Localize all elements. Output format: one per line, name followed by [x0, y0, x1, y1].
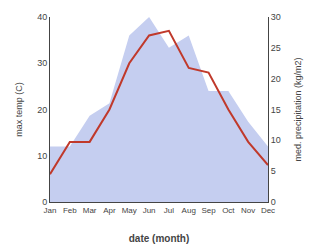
- svg-text:25: 25: [271, 43, 281, 53]
- svg-text:30: 30: [37, 58, 47, 68]
- svg-text:Jan: Jan: [44, 206, 57, 215]
- svg-text:Mar: Mar: [83, 206, 97, 215]
- svg-text:Feb: Feb: [63, 206, 77, 215]
- svg-text:Apr: Apr: [103, 206, 116, 215]
- svg-text:20: 20: [37, 105, 47, 115]
- svg-text:max temp (C): max temp (C): [14, 82, 24, 137]
- svg-text:15: 15: [271, 105, 281, 115]
- svg-text:40: 40: [37, 12, 47, 22]
- svg-text:0: 0: [42, 197, 47, 207]
- svg-text:30: 30: [271, 12, 281, 22]
- svg-text:Aug: Aug: [182, 206, 196, 215]
- svg-text:10: 10: [271, 135, 281, 145]
- svg-text:Dec: Dec: [261, 206, 275, 215]
- svg-text:10: 10: [37, 151, 47, 161]
- svg-text:Jun: Jun: [143, 206, 156, 215]
- svg-text:May: May: [122, 206, 137, 215]
- svg-text:Sep: Sep: [201, 206, 216, 215]
- svg-text:5: 5: [271, 166, 276, 176]
- svg-text:med. precipitation (kg/m2): med. precipitation (kg/m2): [293, 57, 303, 161]
- svg-text:20: 20: [271, 74, 281, 84]
- svg-text:0: 0: [271, 197, 276, 207]
- svg-text:Oct: Oct: [222, 206, 235, 215]
- svg-text:Nov: Nov: [241, 206, 255, 215]
- svg-text:date (month): date (month): [129, 233, 190, 244]
- svg-text:Jul: Jul: [164, 206, 174, 215]
